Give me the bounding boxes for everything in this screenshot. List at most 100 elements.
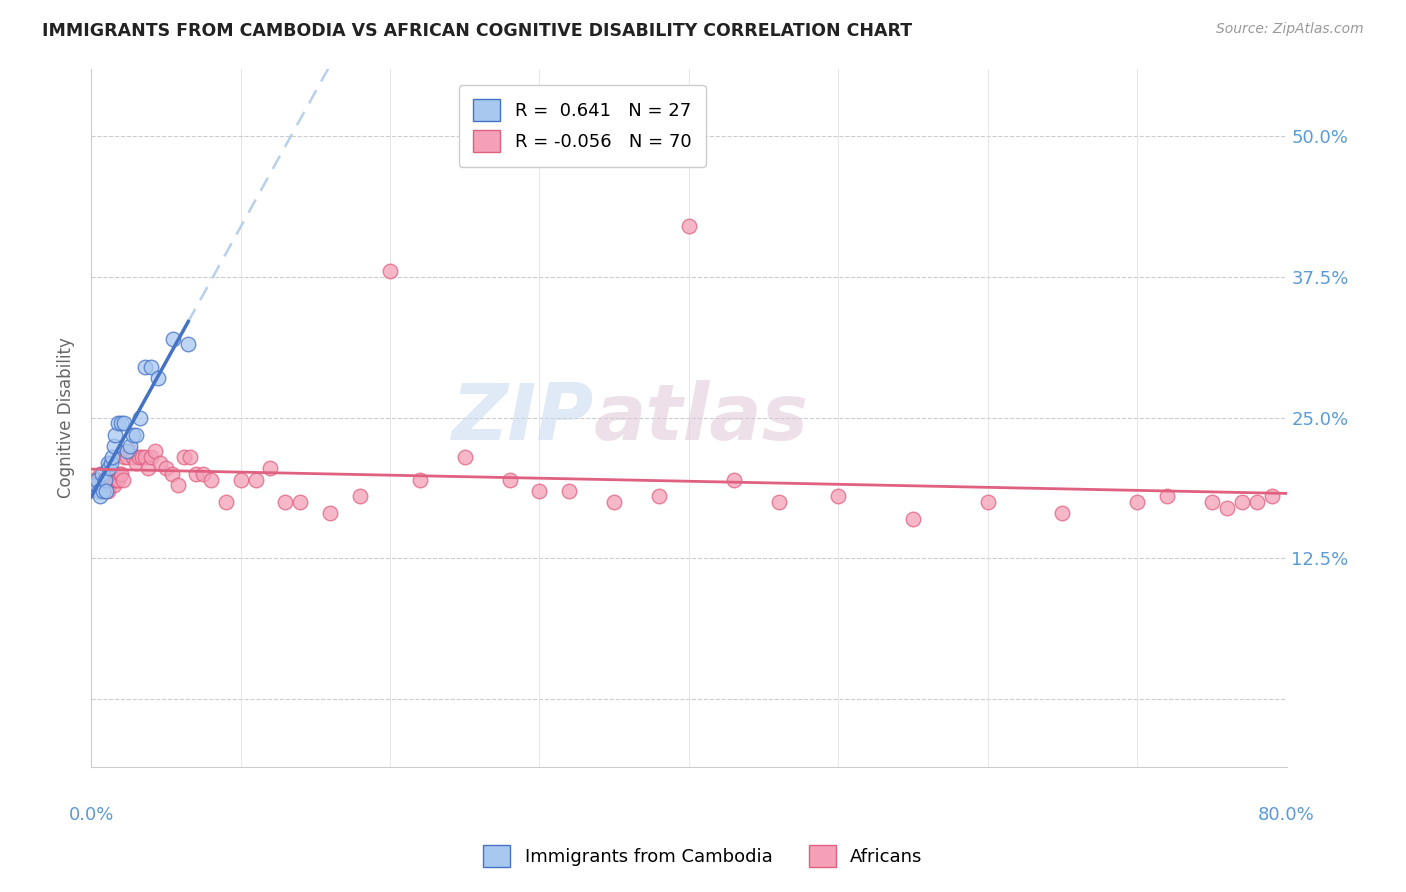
Point — [454, 450, 477, 464]
Point — [90, 467, 112, 481]
Point — [94, 483, 117, 498]
Text: ZIP: ZIP — [451, 380, 593, 456]
Point — [145, 444, 167, 458]
Point — [84, 478, 107, 492]
Point — [529, 483, 551, 498]
Legend: Immigrants from Cambodia, Africans: Immigrants from Cambodia, Africans — [477, 838, 929, 874]
Point — [259, 461, 281, 475]
Point — [94, 473, 117, 487]
Point — [115, 444, 138, 458]
Point — [98, 461, 121, 475]
Point — [91, 473, 114, 487]
Point — [118, 439, 141, 453]
Text: 80.0%: 80.0% — [1258, 806, 1315, 824]
Point — [100, 473, 122, 487]
Point — [290, 495, 312, 509]
Point — [648, 490, 671, 504]
Point — [149, 456, 172, 470]
Point — [136, 461, 159, 475]
Point — [139, 359, 162, 374]
Point — [162, 332, 184, 346]
Point — [112, 416, 135, 430]
Point — [104, 427, 127, 442]
Point — [98, 478, 121, 492]
Point — [214, 495, 236, 509]
Point — [101, 473, 124, 487]
Point — [110, 416, 132, 430]
Point — [108, 467, 131, 481]
Point — [107, 416, 129, 430]
Point — [177, 337, 200, 351]
Point — [134, 359, 156, 374]
Point — [134, 450, 156, 464]
Point — [193, 467, 215, 481]
Point — [111, 473, 134, 487]
Point — [128, 450, 150, 464]
Point — [409, 473, 432, 487]
Text: 0.0%: 0.0% — [69, 806, 114, 824]
Point — [603, 495, 626, 509]
Point — [1201, 495, 1223, 509]
Point — [378, 264, 401, 278]
Point — [977, 495, 1000, 509]
Text: atlas: atlas — [593, 380, 808, 456]
Point — [104, 473, 127, 487]
Point — [91, 483, 114, 498]
Point — [274, 495, 297, 509]
Point — [155, 461, 177, 475]
Text: Source: ZipAtlas.com: Source: ZipAtlas.com — [1216, 22, 1364, 37]
Point — [1156, 490, 1178, 504]
Point — [768, 495, 790, 509]
Point — [100, 456, 122, 470]
Point — [122, 427, 145, 442]
Point — [101, 450, 124, 464]
Point — [1216, 500, 1239, 515]
Point — [105, 473, 128, 487]
Point — [184, 467, 207, 481]
Point — [89, 490, 111, 504]
Point — [245, 473, 267, 487]
Point — [179, 450, 201, 464]
Point — [125, 456, 148, 470]
Point — [160, 467, 183, 481]
Point — [558, 483, 581, 498]
Point — [1230, 495, 1253, 509]
Point — [87, 483, 110, 498]
Point — [901, 512, 924, 526]
Point — [89, 467, 111, 481]
Point — [110, 467, 132, 481]
Point — [1126, 495, 1149, 509]
Point — [125, 427, 148, 442]
Point — [173, 450, 195, 464]
Point — [115, 450, 138, 464]
Point — [107, 473, 129, 487]
Point — [349, 490, 371, 504]
Point — [827, 490, 849, 504]
Point — [122, 450, 145, 464]
Point — [97, 483, 120, 498]
Point — [723, 473, 745, 487]
Point — [84, 478, 107, 492]
Point — [148, 371, 170, 385]
Point — [1052, 506, 1074, 520]
Point — [93, 473, 115, 487]
Point — [129, 410, 152, 425]
Point — [112, 450, 135, 464]
Text: IMMIGRANTS FROM CAMBODIA VS AFRICAN COGNITIVE DISABILITY CORRELATION CHART: IMMIGRANTS FROM CAMBODIA VS AFRICAN COGN… — [42, 22, 912, 40]
Point — [87, 473, 110, 487]
Point — [678, 219, 700, 234]
Point — [97, 456, 120, 470]
Point — [166, 478, 188, 492]
Point — [103, 478, 125, 492]
Point — [229, 473, 252, 487]
Point — [319, 506, 342, 520]
Point — [1246, 495, 1268, 509]
Point — [86, 473, 108, 487]
Point — [86, 478, 108, 492]
Point — [90, 478, 112, 492]
Point — [1260, 490, 1282, 504]
Point — [131, 450, 153, 464]
Point — [498, 473, 520, 487]
Point — [200, 473, 222, 487]
Point — [93, 478, 115, 492]
